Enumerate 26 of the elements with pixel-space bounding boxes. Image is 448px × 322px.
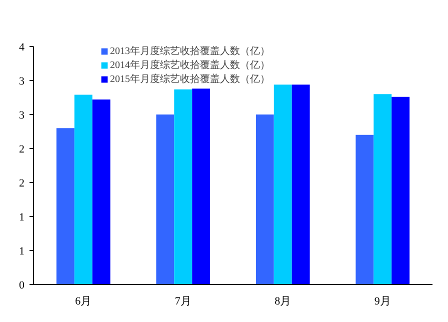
y-tick-label: 0: [19, 280, 25, 292]
y-tick-label: 1: [19, 246, 24, 258]
bar: [192, 88, 210, 284]
x-tick-label: 7月: [174, 296, 192, 308]
bar: [274, 84, 292, 284]
legend-label: 2015年月度综艺收拾覆盖人数（亿）: [110, 72, 270, 86]
bar: [392, 96, 410, 284]
bar: [56, 128, 74, 284]
bar: [374, 94, 392, 284]
y-tick-label: 2: [19, 178, 24, 190]
y-tick-label: 3: [19, 110, 25, 122]
bar: [174, 89, 192, 284]
bar: [156, 114, 174, 284]
bar: [356, 134, 374, 284]
bar: [92, 100, 110, 284]
bar: [292, 84, 310, 284]
y-tick-label: 4: [19, 42, 25, 54]
y-tick-label: 2: [19, 144, 24, 156]
legend-label: 2014年月度综艺收拾覆盖人数（亿）: [110, 58, 270, 72]
x-tick-label: 9月: [374, 296, 391, 308]
y-tick-label: 1: [19, 212, 24, 224]
x-tick-label: 8月: [274, 296, 292, 308]
y-tick-label: 3: [19, 76, 25, 88]
bar: [74, 94, 92, 284]
x-tick-label: 6月: [75, 296, 92, 308]
bar: [256, 114, 274, 284]
